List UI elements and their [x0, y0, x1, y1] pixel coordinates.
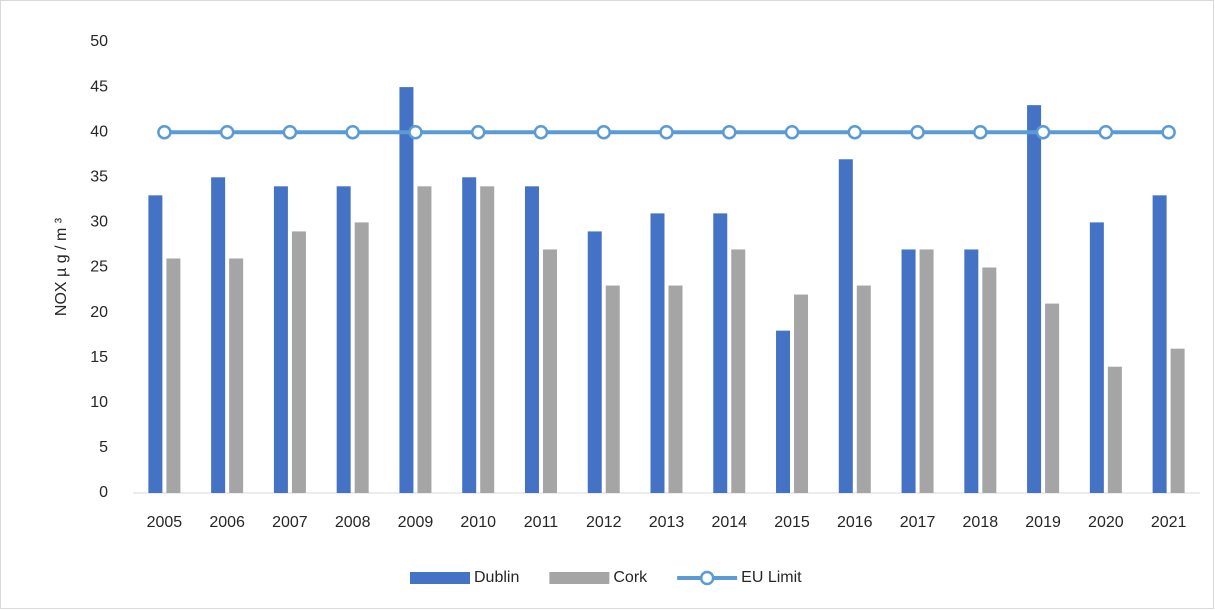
bar [668, 285, 683, 493]
bar [148, 195, 163, 493]
line-marker [408, 124, 423, 140]
line-marker [910, 124, 925, 140]
x-tick-label: 2013 [649, 514, 685, 531]
line-marker [722, 124, 737, 140]
x-tick-label: 2016 [837, 514, 873, 531]
bar [354, 222, 369, 493]
bar [462, 177, 477, 494]
legend-swatch-marker [699, 570, 715, 586]
bar [650, 213, 665, 493]
bar [794, 294, 809, 493]
bar [587, 231, 602, 494]
bar [1045, 303, 1060, 493]
x-tick-label: 2015 [774, 514, 810, 531]
line-marker [282, 124, 298, 140]
y-tick-label: 30 [90, 214, 108, 231]
bar [1107, 366, 1122, 493]
x-tick-label: 2007 [272, 514, 308, 531]
x-tick-label: 2012 [586, 514, 622, 531]
bar [731, 249, 746, 493]
bar [273, 186, 288, 493]
line-marker [533, 124, 549, 140]
bar [291, 231, 306, 494]
bar [336, 186, 351, 493]
line-marker [659, 124, 674, 140]
line-marker [596, 124, 611, 140]
bar [919, 249, 934, 493]
bar [399, 87, 414, 493]
legend-label: EU Limit [741, 569, 802, 586]
bar [229, 258, 244, 493]
bar [856, 285, 871, 493]
x-tick-label: 2021 [1151, 514, 1187, 531]
x-tick-label: 2017 [900, 514, 936, 531]
y-tick-label: 20 [90, 304, 108, 321]
x-tick-label: 2009 [398, 514, 434, 531]
bar [964, 249, 979, 493]
line-marker [157, 124, 172, 140]
x-tick-label: 2008 [335, 514, 371, 531]
y-tick-label: 25 [90, 259, 108, 276]
legend-swatch [410, 572, 470, 584]
bar [776, 330, 791, 493]
bar [1152, 195, 1167, 493]
line-marker [847, 124, 863, 140]
y-tick-label: 50 [90, 33, 108, 50]
x-tick-label: 2019 [1025, 514, 1061, 531]
legend-label: Cork [613, 569, 648, 586]
legend-label: Dublin [474, 569, 519, 586]
x-tick-label: 2005 [147, 514, 183, 531]
y-tick-label: 40 [90, 123, 108, 140]
bar [713, 213, 728, 493]
bar [542, 249, 557, 493]
x-tick-label: 2018 [963, 514, 999, 531]
y-tick-label: 15 [90, 349, 108, 366]
line-marker [784, 124, 800, 140]
y-tick-label: 10 [90, 394, 108, 411]
bar [838, 159, 853, 493]
bar [480, 186, 495, 493]
legend-swatch [549, 572, 610, 584]
y-tick-label: 45 [90, 78, 108, 95]
y-tick-label: 0 [99, 484, 108, 501]
x-tick-label: 2010 [460, 514, 496, 531]
bar [1170, 348, 1185, 493]
y-tick-label: 5 [99, 439, 108, 456]
line-marker [1161, 124, 1176, 140]
x-tick-label: 2020 [1088, 514, 1124, 531]
line-marker [345, 124, 360, 140]
x-tick-label: 2006 [209, 514, 245, 531]
bar [605, 285, 620, 493]
line-marker [973, 124, 988, 140]
bar [524, 186, 539, 493]
y-axis-label: NOX µ g / m ³ [53, 217, 70, 316]
x-tick-label: 2011 [524, 514, 559, 531]
bar [1027, 105, 1042, 493]
bar [982, 267, 997, 493]
line-marker [470, 124, 486, 140]
line-marker [219, 124, 235, 140]
bar [166, 258, 181, 493]
line-marker [1035, 124, 1051, 140]
bar [417, 186, 432, 493]
bar [211, 177, 226, 494]
bar [1089, 222, 1104, 493]
line-marker [1098, 124, 1114, 140]
bar [901, 249, 916, 493]
y-tick-label: 35 [90, 169, 108, 186]
x-tick-label: 2014 [711, 514, 747, 531]
